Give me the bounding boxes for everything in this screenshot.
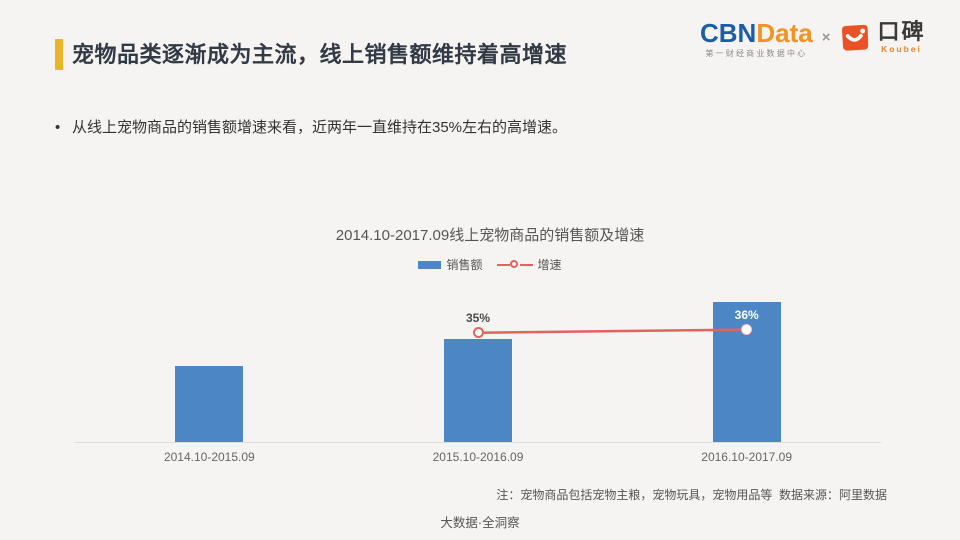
chart-plot-area: 35% 36% xyxy=(75,270,881,443)
cbn-logo-prefix: CBN xyxy=(700,18,757,48)
watermark-text: 大数据·全洞察 xyxy=(440,516,520,530)
chart-title: 2014.10-2017.09线上宠物商品的销售额及增速 xyxy=(335,227,645,244)
koubei-smiley-icon xyxy=(839,22,871,59)
legend-item-sales: 销售额 xyxy=(418,256,483,273)
growth-line xyxy=(477,328,747,334)
growth-legend-marker xyxy=(496,259,533,271)
cbn-logo-suffix: Data xyxy=(756,18,813,48)
slide-title: 宠物品类逐渐成为主流，线上销售额维持着高增速 xyxy=(72,42,568,67)
growth-marker xyxy=(741,324,753,336)
logo-row: CBNData 第一财经商业数据中心 × 口碑 Koubei xyxy=(700,20,925,59)
x-axis-label: 2015.10-2016.09 xyxy=(432,450,524,464)
growth-value-label: 35% xyxy=(465,310,491,325)
growth-legend-label: 增速 xyxy=(537,258,562,272)
cbn-logo-subtitle: 第一财经商业数据中心 xyxy=(705,49,808,58)
sales-bar xyxy=(175,366,244,442)
cbndata-logo: CBNData 第一财经商业数据中心 xyxy=(700,20,813,59)
koubei-logo-latin: Koubei xyxy=(881,44,922,54)
growth-marker xyxy=(472,327,484,339)
sales-bar xyxy=(444,339,512,442)
koubei-logo: 口碑 Koubei xyxy=(839,20,925,59)
bullet-marker: • xyxy=(55,119,61,136)
logo-separator: × xyxy=(821,29,831,46)
legend-item-growth: 增速 xyxy=(496,256,562,273)
growth-value-label: 36% xyxy=(734,307,759,322)
source-note: 注：宠物商品包括宠物主粮，宠物玩具，宠物用品等 数据来源：阿里数据 xyxy=(496,488,887,502)
bullet-text: 从线上宠物商品的销售额增速来看，近两年一直维持在35%左右的高增速。 xyxy=(72,119,568,136)
x-axis-label: 2016.10-2017.09 xyxy=(701,450,793,464)
sales-legend-label: 销售额 xyxy=(446,258,483,272)
x-axis-label: 2014.10-2015.09 xyxy=(163,450,255,464)
chart-legend: 销售额 增速 xyxy=(180,256,800,273)
koubei-logo-name: 口碑 xyxy=(877,19,926,44)
title-accent-bar xyxy=(55,39,63,70)
bullet-line: • 从线上宠物商品的销售额增速来看，近两年一直维持在35%左右的高增速。 xyxy=(55,116,567,137)
sales-legend-swatch xyxy=(418,260,442,269)
